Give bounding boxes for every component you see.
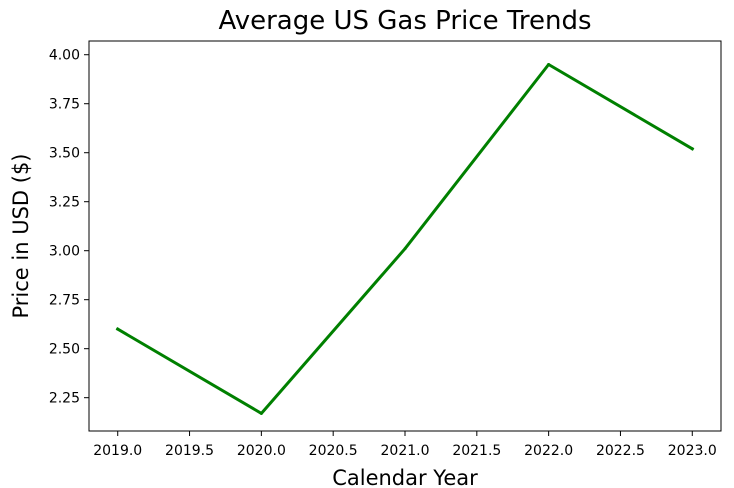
x-tick-label: 2021.0 [381, 443, 430, 459]
y-tick-label: 2.25 [49, 391, 80, 407]
chart-title: Average US Gas Price Trends [218, 6, 591, 36]
x-tick-label: 2019.0 [93, 443, 142, 459]
data-point [690, 147, 694, 151]
x-tick-label: 2022.0 [524, 443, 573, 459]
y-axis-ticks: 2.25 2.50 2.75 3.00 3.25 3.50 3.75 4.00 [49, 48, 89, 407]
y-tick-label: 4.00 [49, 48, 80, 64]
series-line [115, 63, 695, 415]
data-point [547, 63, 551, 67]
data-point [403, 247, 407, 251]
plot-frame [88, 40, 722, 432]
y-tick-label: 2.75 [49, 293, 80, 309]
x-axis-title: Calendar Year [332, 466, 478, 488]
data-point [259, 411, 263, 415]
series-layer [115, 63, 695, 415]
y-tick-label: 3.25 [49, 195, 80, 211]
x-axis-ticks: 2019.0 2019.5 2020.0 2020.5 2021.0 2021.5 2022… [93, 431, 717, 459]
x-tick-label: 2022.5 [596, 443, 645, 459]
y-tick-label: 3.50 [49, 146, 80, 162]
y-tick-label: 3.75 [49, 97, 80, 113]
data-point [116, 327, 120, 331]
y-axis-title: Price in USD ($) [9, 153, 33, 318]
x-tick-label: 2020.0 [237, 443, 286, 459]
x-tick-label: 2019.5 [165, 443, 214, 459]
x-tick-label: 2021.5 [452, 443, 501, 459]
y-tick-label: 3.00 [49, 244, 80, 260]
x-tick-label: 2023.0 [668, 443, 717, 459]
y-tick-label: 2.50 [49, 342, 80, 358]
x-tick-label: 2020.5 [309, 443, 358, 459]
